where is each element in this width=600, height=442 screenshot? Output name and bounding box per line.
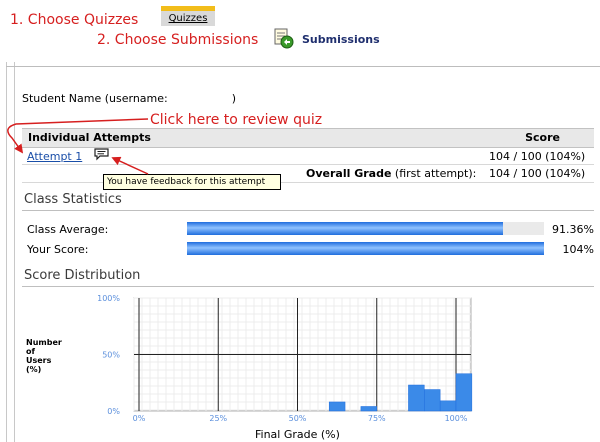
class-average-label: Class Average:: [27, 223, 109, 236]
attempt-1-score: 104 / 100 (104%): [489, 150, 586, 163]
histogram-bar: [360, 406, 377, 412]
class-average-bar: [187, 222, 544, 235]
annotation-step1: 1. Choose Quizzes: [10, 12, 139, 28]
student-name-close: ): [231, 92, 237, 105]
header-score: Score: [525, 131, 560, 144]
your-score-bar: [187, 242, 544, 255]
x-tick-label: 25%: [209, 414, 227, 423]
attempts-table-header: Individual Attempts Score: [22, 128, 594, 148]
x-tick-label: 0%: [133, 414, 146, 423]
your-score-bar-fill: [187, 242, 544, 255]
your-score-label: Your Score:: [27, 243, 89, 256]
frame-left-border: [6, 62, 7, 442]
tab-active-indicator: [161, 6, 215, 11]
histogram-bar: [328, 401, 346, 412]
attempt-1-link[interactable]: Attempt 1: [27, 150, 83, 163]
quizzes-tab-container[interactable]: Quizzes: [161, 6, 215, 26]
header-individual-attempts: Individual Attempts: [28, 131, 151, 144]
x-tick-label: 75%: [368, 414, 386, 423]
your-score-value: 104%: [562, 243, 594, 256]
row-divider: [22, 164, 594, 165]
class-average-bar-fill: [187, 222, 504, 235]
feedback-speech-bubble-icon[interactable]: [93, 147, 110, 161]
annotation-step2: 2. Choose Submissions: [97, 32, 259, 48]
tab-quizzes[interactable]: Quizzes: [161, 11, 215, 26]
histogram-bar: [455, 373, 473, 412]
overall-grade-suffix: (first attempt):: [394, 167, 477, 180]
x-axis-label: Final Grade (%): [255, 428, 340, 441]
x-tick-label: 100%: [445, 414, 468, 423]
overall-grade-score: 104 / 100 (104%): [489, 167, 586, 180]
arrow-to-feedback-icon: [111, 156, 149, 175]
score-distribution-title: Score Distribution: [24, 268, 141, 283]
submissions-icon[interactable]: [272, 27, 294, 49]
student-name: Student Name (username:): [22, 92, 236, 105]
y-tick-label: 50%: [102, 351, 120, 360]
annotation-review: Click here to review quiz: [150, 112, 323, 128]
class-average-value: 91.36%: [552, 223, 594, 236]
overall-grade-label: Overall Grade (first attempt):: [306, 167, 476, 180]
histogram-bar: [424, 389, 441, 412]
y-tick-label: 100%: [97, 294, 120, 303]
submissions-link[interactable]: Submissions: [302, 33, 380, 46]
class-statistics-title: Class Statistics: [24, 192, 122, 207]
row-divider: [22, 182, 594, 183]
section-divider: [22, 210, 594, 211]
histogram-bar: [439, 400, 457, 412]
arrow-to-attempt-link: [7, 118, 149, 154]
x-tick-label: 50%: [289, 414, 307, 423]
overall-grade-bold: Overall Grade: [306, 167, 392, 180]
frame-inner-border: [14, 62, 15, 442]
student-name-label: Student Name (username:: [22, 92, 168, 105]
frame-top-border: [6, 66, 600, 67]
histogram-bar: [408, 384, 425, 412]
y-tick-label: 0%: [107, 407, 120, 416]
feedback-tooltip: You have feedback for this attempt: [103, 174, 281, 190]
section-divider: [22, 286, 594, 287]
y-axis-label: Number of Users (%): [26, 338, 62, 374]
